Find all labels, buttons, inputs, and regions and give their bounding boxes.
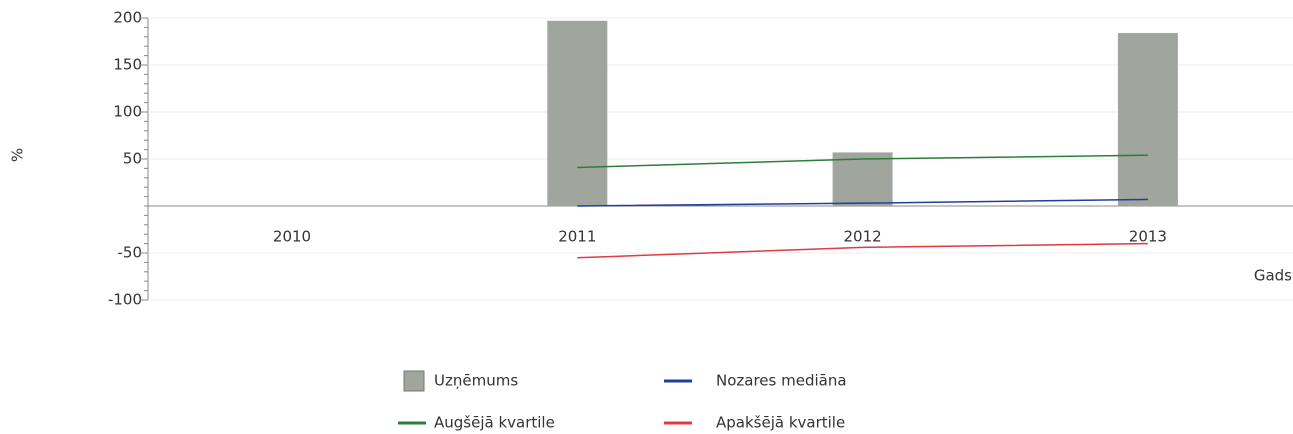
bar: [832, 152, 893, 206]
y-tick-label: -100: [108, 291, 142, 309]
y-axis-label: %: [9, 148, 27, 162]
bar: [1117, 33, 1178, 206]
legend-label: Augšējā kvartile: [434, 414, 555, 432]
line: [577, 154, 1148, 169]
legend-label: Uzņēmums: [434, 372, 518, 390]
x-tick-label: 2010: [273, 228, 311, 246]
x-tick-label: 2011: [558, 228, 596, 246]
y-tick-label: 50: [123, 150, 142, 168]
y-tick-label: 150: [113, 56, 142, 74]
bar: [547, 20, 608, 206]
legend-label: Apakšējā kvartile: [716, 414, 845, 432]
y-tick-label: 100: [113, 103, 142, 121]
y-tick-label: -50: [118, 244, 143, 262]
x-tick-label: 2013: [1129, 228, 1167, 246]
line: [577, 242, 1148, 259]
legend-swatch: [403, 370, 425, 392]
legend-label: Nozares mediāna: [716, 372, 847, 390]
y-tick-label: 200: [113, 9, 142, 27]
x-axis-label: Gads: [1254, 267, 1292, 285]
x-tick-label: 2012: [844, 228, 882, 246]
line: [577, 198, 1148, 207]
